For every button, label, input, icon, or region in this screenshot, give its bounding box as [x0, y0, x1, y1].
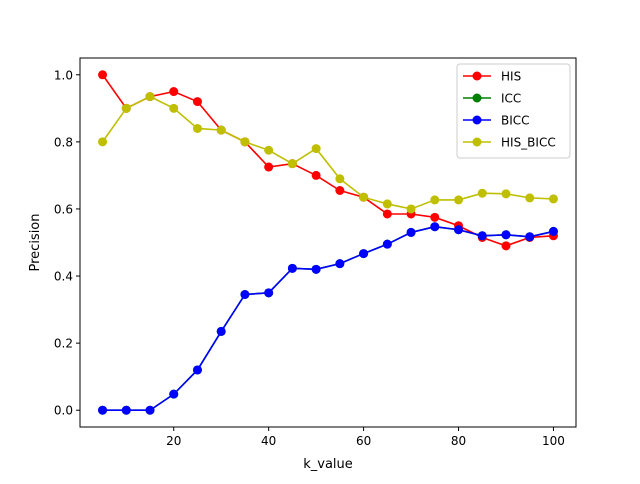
legend-label: HIS_BICC	[501, 136, 556, 150]
data-point	[477, 231, 487, 241]
data-point	[145, 405, 155, 415]
data-point	[240, 289, 250, 299]
legend-marker	[472, 137, 482, 147]
data-point	[311, 170, 321, 180]
legend-label: ICC	[501, 92, 521, 106]
x-tick-label: 80	[451, 434, 466, 448]
data-point	[264, 145, 274, 155]
data-point	[382, 239, 392, 249]
data-point	[335, 259, 345, 269]
data-point	[216, 326, 226, 336]
data-point	[98, 137, 108, 147]
data-point	[382, 199, 392, 209]
data-point	[192, 365, 202, 375]
data-point	[430, 222, 440, 232]
legend-item: HIS_BICC	[463, 136, 556, 150]
data-point	[359, 192, 369, 202]
legend-marker	[472, 115, 482, 125]
data-point	[216, 125, 226, 135]
plot-frame	[79, 57, 577, 428]
data-point	[192, 123, 202, 133]
data-point	[287, 159, 297, 169]
data-point	[359, 249, 369, 259]
data-point	[430, 195, 440, 205]
data-point	[145, 92, 155, 102]
x-tick-label: 40	[261, 434, 276, 448]
legend-item: HIS	[463, 70, 521, 84]
data-point	[98, 405, 108, 415]
legend-label: BICC	[501, 114, 530, 128]
data-point	[169, 87, 179, 97]
legend-item: BICC	[463, 114, 530, 128]
data-point	[430, 212, 440, 222]
data-point	[169, 103, 179, 113]
data-point	[477, 188, 487, 198]
data-point	[240, 137, 250, 147]
data-point	[311, 264, 321, 274]
legend-marker	[472, 71, 482, 81]
y-axis-label: Precision	[28, 213, 43, 271]
data-point	[264, 288, 274, 298]
data-point	[287, 263, 297, 273]
series-layer	[98, 70, 558, 415]
x-axis-label: k_value	[303, 457, 353, 472]
data-point	[454, 225, 464, 235]
series-bicc	[98, 222, 558, 415]
x-axis-ticks: 20 40 60 80 100	[166, 427, 565, 448]
data-point	[501, 230, 511, 240]
legend-item: ICC	[463, 92, 521, 106]
legend-marker	[472, 93, 482, 103]
data-point	[382, 209, 392, 219]
y-tick-label: 0.0	[54, 404, 73, 418]
x-tick-label: 60	[356, 434, 371, 448]
y-tick-label: 0.2	[54, 337, 73, 351]
data-point	[98, 70, 108, 80]
data-point	[525, 193, 535, 203]
data-point	[192, 97, 202, 107]
data-point	[501, 189, 511, 199]
y-tick-label: 0.8	[54, 135, 73, 149]
y-tick-label: 1.0	[54, 68, 73, 82]
legend-box	[456, 63, 571, 159]
data-point	[525, 232, 535, 242]
data-point	[454, 195, 464, 205]
legend-label: HIS	[501, 70, 521, 84]
data-point	[121, 103, 131, 113]
data-point	[501, 241, 511, 251]
y-tick-label: 0.4	[54, 270, 73, 284]
data-point	[335, 186, 345, 196]
data-point	[548, 226, 558, 236]
data-point	[311, 144, 321, 154]
data-point	[169, 389, 179, 399]
data-point	[264, 162, 274, 172]
y-tick-label: 0.6	[54, 202, 73, 216]
data-point	[548, 194, 558, 204]
data-point	[121, 405, 131, 415]
y-axis-ticks: 0.0 0.2 0.4 0.6 0.8 1.0	[54, 68, 80, 418]
data-point	[335, 174, 345, 184]
x-tick-label: 100	[542, 434, 565, 448]
series-his-bicc	[98, 92, 558, 214]
data-point	[406, 204, 416, 214]
data-point	[406, 227, 416, 237]
x-tick-label: 20	[166, 434, 181, 448]
legend: HIS ICC BICC HIS_BICC	[456, 63, 571, 159]
